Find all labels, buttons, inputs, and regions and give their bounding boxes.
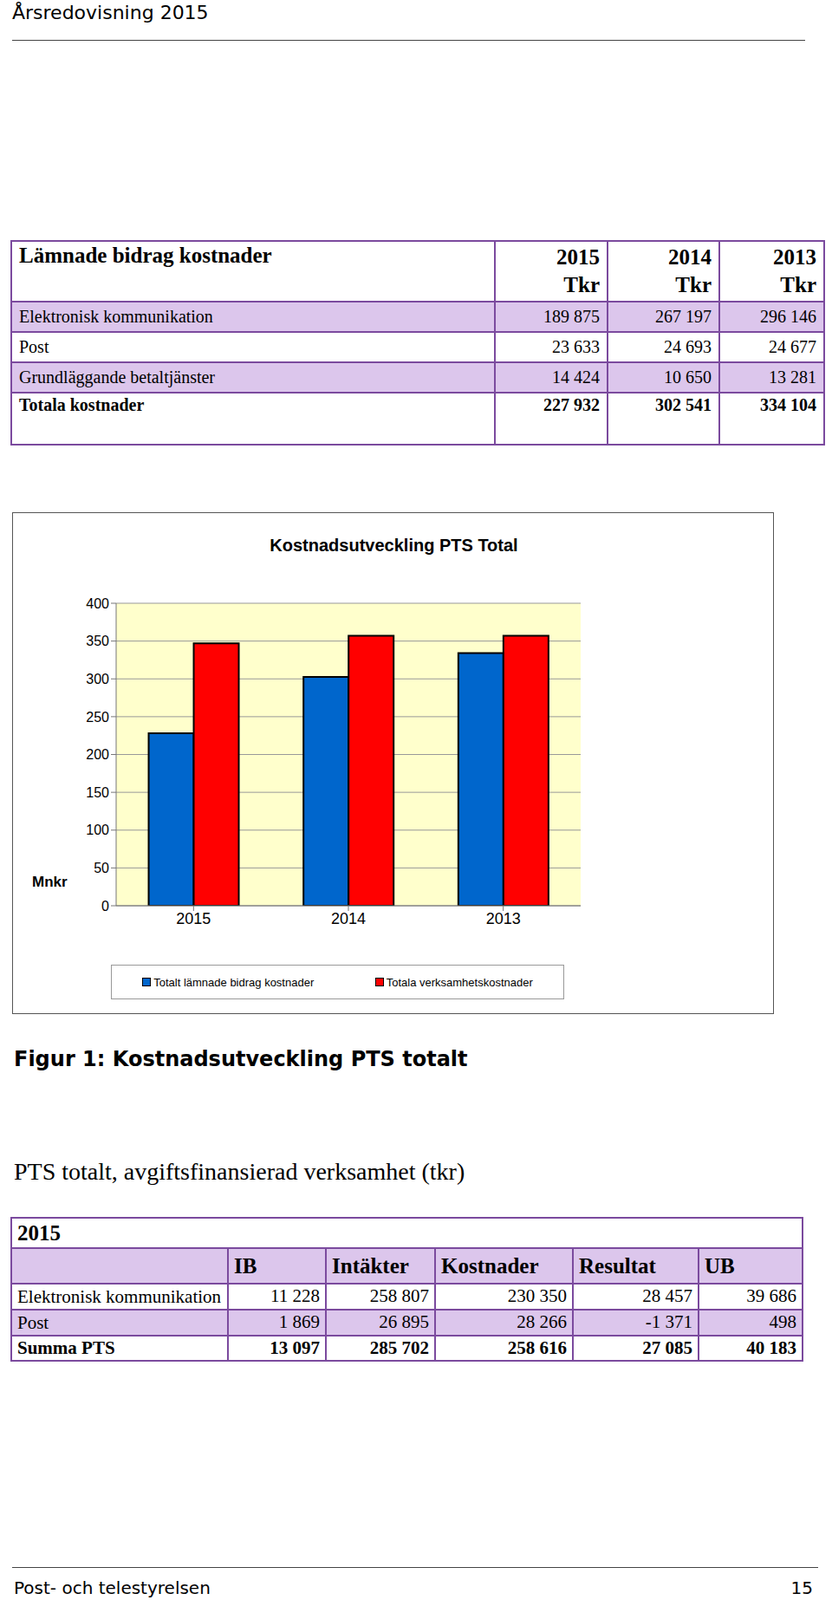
html-text:302 541: 302 541 — [655, 395, 712, 415]
html-text:Kostnadsutveckling PTS Total: Kostnadsutveckling PTS Total — [269, 535, 519, 555]
html-text:Tkr: Tkr — [563, 273, 600, 297]
html-text:26 895: 26 895 — [378, 1311, 429, 1333]
html-text:2014: 2014 — [668, 245, 712, 269]
svg-text:250: 250 — [85, 709, 110, 725]
html-text:Totalt lämnade bidrag kostnade: Totalt lämnade bidrag kostnader — [153, 975, 314, 989]
html-text:24 677: 24 677 — [768, 337, 817, 357]
html-text:1 869: 1 869 — [278, 1311, 320, 1333]
html-text:Tkr: Tkr — [675, 273, 712, 297]
html-text:13 097: 13 097 — [269, 1337, 320, 1359]
html-text:39 686: 39 686 — [746, 1285, 797, 1307]
html-text:Totala kostnader: Totala kostnader — [19, 395, 145, 415]
html-text:498: 498 — [769, 1311, 797, 1333]
html-text:334 104: 334 104 — [760, 395, 817, 415]
svg-text:2014: 2014 — [331, 910, 366, 928]
svg-text:2015: 2015 — [175, 910, 211, 928]
html-text:Elektronisk kommunikation: Elektronisk kommunikation — [19, 306, 214, 326]
html-text:27 085: 27 085 — [642, 1337, 693, 1359]
html-text:189 875: 189 875 — [543, 306, 600, 326]
html-text:28 266: 28 266 — [516, 1311, 567, 1333]
html-text:Grundläggande betaltjänster: Grundläggande betaltjänster — [19, 367, 215, 387]
svg-text:200: 200 — [85, 747, 110, 762]
html-text:Intäkter: Intäkter — [331, 1253, 409, 1278]
svg-text:100: 100 — [85, 822, 110, 838]
svg-text:400: 400 — [85, 596, 110, 611]
html-text:Årsredovisning 2015: Årsredovisning 2015 — [12, 1, 209, 24]
html-text:Post: Post — [17, 1312, 49, 1333]
html-text:23 633: 23 633 — [552, 337, 600, 357]
html-text:Totala verksamhetskostnader: Totala verksamhetskostnader — [386, 975, 533, 989]
html-text:Post: Post — [19, 337, 49, 357]
svg-text:50: 50 — [93, 860, 110, 876]
svg-text:350: 350 — [85, 633, 110, 649]
html-text:40 183: 40 183 — [746, 1337, 797, 1359]
html-text:PTS totalt, avgiftsfinansierad: PTS totalt, avgiftsfinansierad verksamhe… — [13, 1157, 465, 1185]
html-text:14 424: 14 424 — [552, 367, 600, 387]
html-text:Elektronisk kommunikation: Elektronisk kommunikation — [17, 1286, 222, 1307]
html-text:2015: 2015 — [556, 245, 600, 269]
html-text:15: 15 — [790, 1577, 813, 1599]
html-text:258 807: 258 807 — [369, 1285, 429, 1307]
html-text:11 228: 11 228 — [270, 1285, 320, 1307]
html-text:Figur 1: Kostnadsutveckling PT: Figur 1: Kostnadsutveckling PTS totalt — [13, 1046, 468, 1072]
html-text:258 616: 258 616 — [507, 1337, 567, 1359]
html-text:Post- och telestyrelsen: Post- och telestyrelsen — [13, 1577, 211, 1599]
html-text:Summa PTS: Summa PTS — [17, 1337, 115, 1359]
html-text:IB: IB — [234, 1253, 257, 1278]
html-text:Lämnade bidrag kostnader: Lämnade bidrag kostnader — [19, 243, 272, 267]
html-text:230 350: 230 350 — [507, 1285, 567, 1307]
svg-text:150: 150 — [85, 785, 110, 800]
html-text:13 281: 13 281 — [768, 367, 817, 387]
html-text:285 702: 285 702 — [369, 1337, 429, 1359]
svg-text:2013: 2013 — [486, 910, 521, 928]
html-text:-1 371: -1 371 — [645, 1311, 693, 1333]
html-text:267 197: 267 197 — [655, 306, 712, 326]
html-text:Mnkr: Mnkr — [32, 873, 68, 891]
svg-text:0: 0 — [101, 898, 110, 914]
html-text:28 457: 28 457 — [642, 1285, 693, 1307]
html-text:UB: UB — [704, 1253, 735, 1278]
html-text:2015: 2015 — [17, 1220, 61, 1245]
svg-text:300: 300 — [85, 671, 110, 687]
html-text:10 650: 10 650 — [663, 367, 712, 387]
html-text:Kostnader: Kostnader — [441, 1253, 539, 1278]
html-text:2013: 2013 — [773, 245, 817, 269]
html-text:296 146: 296 146 — [760, 306, 817, 326]
html-text:Tkr: Tkr — [780, 273, 817, 297]
html-text:24 693: 24 693 — [663, 337, 712, 357]
html-text:Resultat: Resultat — [578, 1253, 656, 1278]
html-text:227 932: 227 932 — [543, 395, 600, 415]
